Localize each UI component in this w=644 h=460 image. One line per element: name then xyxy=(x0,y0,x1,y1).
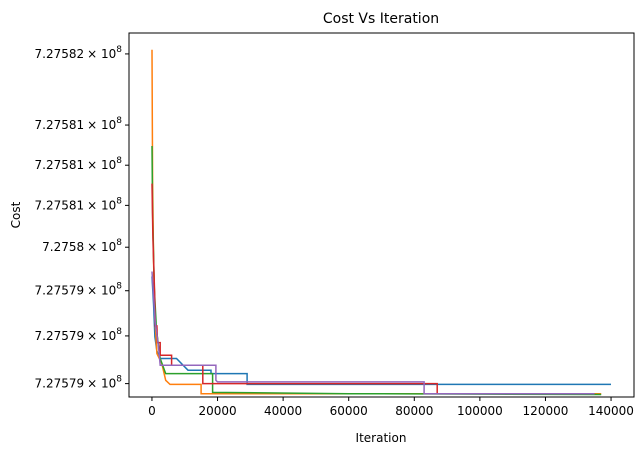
y-tick-base: × 10 xyxy=(87,158,116,172)
axes-frame xyxy=(128,32,635,398)
y-tick-label: 7.27579 × 108 xyxy=(35,282,123,298)
y-tick-base: × 10 xyxy=(87,284,116,298)
y-tick-base: × 10 xyxy=(87,329,116,343)
y-tick-base: × 10 xyxy=(87,118,116,132)
y-tick-exponent: 8 xyxy=(116,156,122,166)
y-tick-exponent: 8 xyxy=(116,45,122,55)
y-tick-base: × 10 xyxy=(87,377,116,391)
series-line-3 xyxy=(151,145,602,396)
y-tick-label: 7.2758 × 108 xyxy=(42,238,122,254)
x-tick-label: 140000 xyxy=(588,404,634,418)
x-tick-label: 40000 xyxy=(264,404,302,418)
y-tick-exponent: 8 xyxy=(116,238,122,248)
y-tick-mantissa: 7.27581 xyxy=(35,198,85,212)
y-tick-label: 7.27579 × 108 xyxy=(35,375,123,391)
plot-area xyxy=(151,49,611,396)
y-tick-mantissa: 7.27582 xyxy=(35,47,85,61)
y-tick-mantissa: 7.27581 xyxy=(35,118,85,132)
x-tick-label: 0 xyxy=(148,404,156,418)
y-axis-label: Cost xyxy=(9,201,23,228)
chart-title: Cost Vs Iteration xyxy=(323,11,439,27)
y-tick-exponent: 8 xyxy=(116,116,122,126)
x-tick-label: 60000 xyxy=(330,404,368,418)
y-tick-label: 7.27582 × 108 xyxy=(35,45,123,61)
y-tick-mantissa: 7.27579 xyxy=(35,284,85,298)
y-tick-exponent: 8 xyxy=(116,196,122,206)
y-tick-label: 7.27581 × 108 xyxy=(35,156,123,172)
x-tick-label: 100000 xyxy=(457,404,503,418)
y-tick-label: 7.27581 × 108 xyxy=(35,196,123,212)
y-tick-exponent: 8 xyxy=(116,282,122,292)
x-tick-label: 120000 xyxy=(523,404,569,418)
series-line-1 xyxy=(151,276,611,386)
x-axis-label: Iteration xyxy=(356,431,407,445)
y-tick-base: × 10 xyxy=(87,198,116,212)
series-line-5 xyxy=(151,271,595,395)
y-tick-mantissa: 7.27579 xyxy=(35,329,85,343)
y-tick-mantissa: 7.27579 xyxy=(35,377,85,391)
y-tick-base: × 10 xyxy=(87,240,116,254)
x-tick-label: 20000 xyxy=(198,404,236,418)
y-tick-label: 7.27579 × 108 xyxy=(35,327,123,343)
y-tick-exponent: 8 xyxy=(116,375,122,385)
y-tick-base: × 10 xyxy=(87,47,116,61)
y-tick-exponent: 8 xyxy=(116,327,122,337)
y-tick-mantissa: 7.27581 xyxy=(35,158,85,172)
y-tick-label: 7.27581 × 108 xyxy=(35,116,123,132)
x-axis: 0 20000 40000 60000 80000 100000 120000 140000 xyxy=(148,397,634,418)
series-line-4 xyxy=(151,183,595,395)
y-tick-mantissa: 7.2758 xyxy=(42,240,84,254)
x-tick-label: 80000 xyxy=(395,404,433,418)
series-line-2 xyxy=(151,49,602,395)
